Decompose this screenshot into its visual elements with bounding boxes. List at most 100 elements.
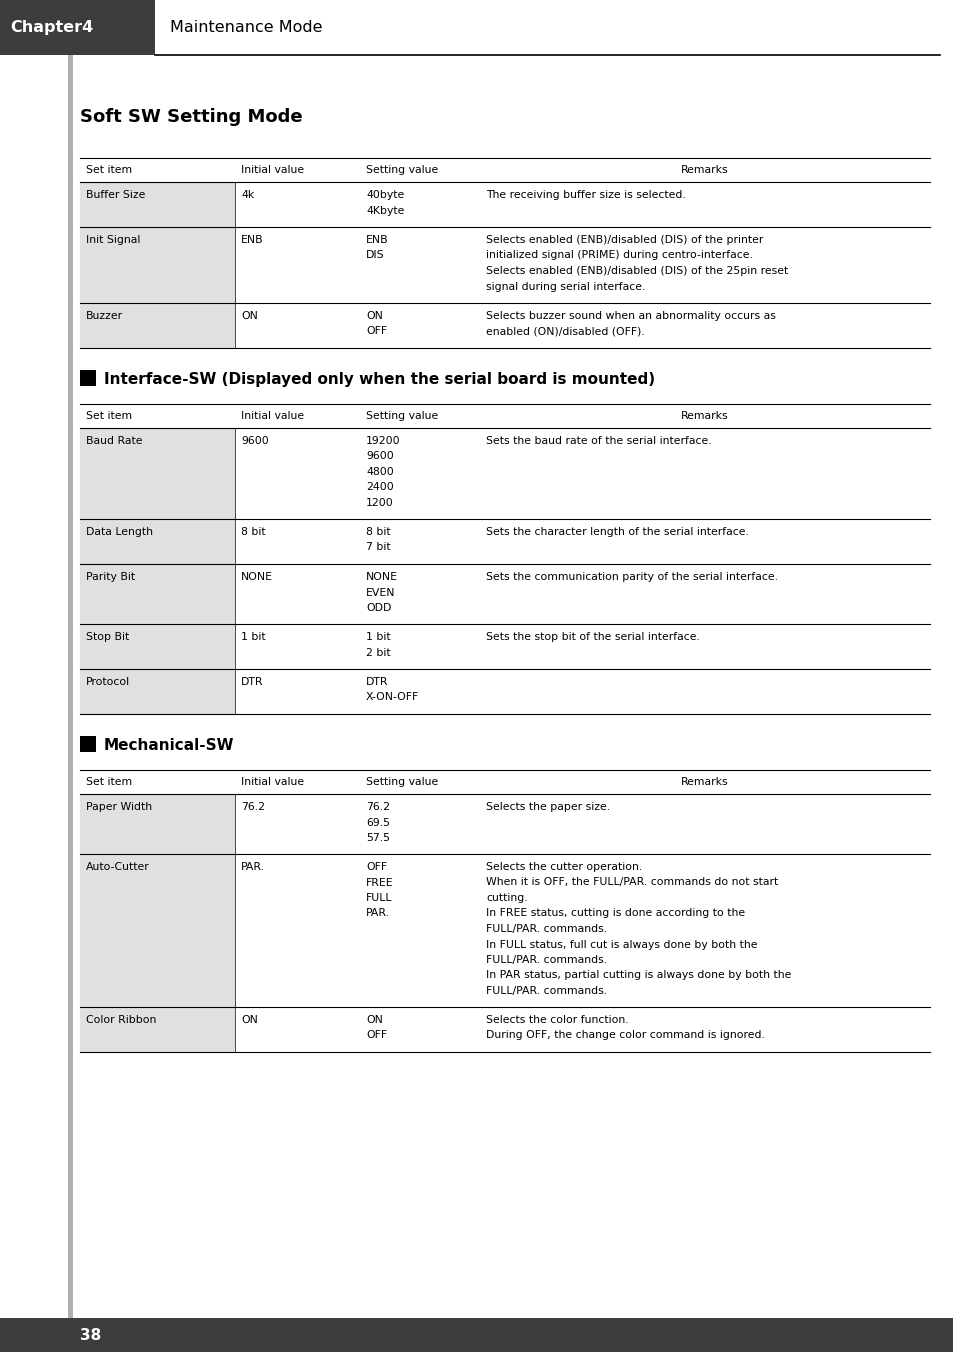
Text: Setting value: Setting value: [366, 165, 437, 174]
Bar: [154, 0, 953, 55]
Text: 4800: 4800: [366, 466, 394, 477]
Text: ENB: ENB: [241, 235, 263, 245]
Bar: [80, 669, 234, 714]
Text: FULL: FULL: [366, 894, 392, 903]
Text: initialized signal (PRIME) during centro-interface.: initialized signal (PRIME) during centro…: [485, 250, 752, 261]
Text: 1 bit: 1 bit: [366, 631, 390, 642]
Text: Setting value: Setting value: [366, 411, 437, 420]
Bar: [80, 303, 234, 347]
Text: 8 bit: 8 bit: [241, 527, 265, 537]
Text: Selects enabled (ENB)/disabled (DIS) of the 25pin reset: Selects enabled (ENB)/disabled (DIS) of …: [485, 266, 787, 276]
Bar: [80, 625, 234, 669]
Text: OFF: OFF: [366, 1030, 387, 1041]
Text: Interface-SW (Displayed only when the serial board is mounted): Interface-SW (Displayed only when the se…: [104, 372, 655, 387]
Text: Maintenance Mode: Maintenance Mode: [170, 20, 322, 35]
Text: Auto-Cutter: Auto-Cutter: [86, 863, 150, 872]
Text: 9600: 9600: [241, 435, 269, 446]
Text: In FREE status, cutting is done according to the: In FREE status, cutting is done accordin…: [485, 909, 744, 918]
Bar: [234, 227, 929, 303]
Text: 4Kbyte: 4Kbyte: [366, 206, 404, 215]
Text: ON: ON: [366, 1015, 382, 1025]
Text: 57.5: 57.5: [366, 833, 390, 844]
Text: DTR: DTR: [366, 677, 388, 687]
Text: Buzzer: Buzzer: [86, 311, 123, 320]
Text: Set item: Set item: [86, 411, 132, 420]
Text: 4k: 4k: [241, 191, 254, 200]
Text: During OFF, the change color command is ignored.: During OFF, the change color command is …: [485, 1030, 764, 1041]
Bar: [234, 303, 929, 347]
Bar: [234, 519, 929, 564]
Text: DIS: DIS: [366, 250, 384, 261]
Bar: [234, 669, 929, 714]
Bar: [234, 794, 929, 854]
Text: 1200: 1200: [366, 498, 394, 508]
Text: 9600: 9600: [366, 452, 394, 461]
Bar: [80, 735, 96, 752]
Text: 2400: 2400: [366, 483, 394, 492]
Text: Paper Width: Paper Width: [86, 802, 152, 813]
Text: Sets the communication parity of the serial interface.: Sets the communication parity of the ser…: [485, 572, 778, 581]
Bar: [80, 564, 234, 625]
Bar: [234, 625, 929, 669]
Text: When it is OFF, the FULL/PAR. commands do not start: When it is OFF, the FULL/PAR. commands d…: [485, 877, 778, 887]
Text: Stop Bit: Stop Bit: [86, 631, 129, 642]
Text: ODD: ODD: [366, 603, 391, 612]
Text: Sets the character length of the serial interface.: Sets the character length of the serial …: [485, 527, 748, 537]
Text: Remarks: Remarks: [680, 165, 728, 174]
Text: Set item: Set item: [86, 165, 132, 174]
Bar: [80, 1007, 234, 1052]
Bar: [234, 854, 929, 1007]
Text: PAR.: PAR.: [241, 863, 265, 872]
Text: enabled (ON)/disabled (OFF).: enabled (ON)/disabled (OFF).: [485, 326, 644, 337]
Text: Set item: Set item: [86, 777, 132, 787]
Text: Selects the paper size.: Selects the paper size.: [485, 802, 610, 813]
Text: ON: ON: [366, 311, 382, 320]
Text: signal during serial interface.: signal during serial interface.: [485, 281, 644, 292]
Text: ON: ON: [241, 311, 257, 320]
Text: FULL/PAR. commands.: FULL/PAR. commands.: [485, 923, 606, 934]
Text: 40byte: 40byte: [366, 191, 404, 200]
Text: 76.2: 76.2: [241, 802, 265, 813]
Bar: [234, 1007, 929, 1052]
Text: 76.2: 76.2: [366, 802, 390, 813]
Bar: [80, 854, 234, 1007]
Text: X-ON-OFF: X-ON-OFF: [366, 692, 418, 703]
Text: Initial value: Initial value: [241, 777, 304, 787]
Text: Selects enabled (ENB)/disabled (DIS) of the printer: Selects enabled (ENB)/disabled (DIS) of …: [485, 235, 762, 245]
Bar: [80, 370, 96, 387]
Text: EVEN: EVEN: [366, 588, 395, 598]
Bar: [80, 183, 234, 227]
Bar: [80, 404, 929, 429]
Text: Init Signal: Init Signal: [86, 235, 140, 245]
Text: OFF: OFF: [366, 863, 387, 872]
Text: In PAR status, partial cutting is always done by both the: In PAR status, partial cutting is always…: [485, 971, 791, 980]
Bar: [234, 183, 929, 227]
Bar: [80, 158, 929, 183]
Text: 38: 38: [80, 1328, 101, 1343]
Text: 1 bit: 1 bit: [241, 631, 265, 642]
Text: Data Length: Data Length: [86, 527, 152, 537]
Bar: [80, 429, 234, 519]
Bar: [80, 794, 234, 854]
Text: Sets the baud rate of the serial interface.: Sets the baud rate of the serial interfa…: [485, 435, 711, 446]
Bar: [0, 1318, 953, 1352]
Text: 2 bit: 2 bit: [366, 648, 390, 657]
Text: ENB: ENB: [366, 235, 388, 245]
Text: Initial value: Initial value: [241, 165, 304, 174]
Text: Setting value: Setting value: [366, 777, 437, 787]
Text: Remarks: Remarks: [680, 411, 728, 420]
Text: Soft SW Setting Mode: Soft SW Setting Mode: [80, 108, 302, 126]
Bar: [234, 564, 929, 625]
Text: 69.5: 69.5: [366, 818, 390, 827]
Text: Color Ribbon: Color Ribbon: [86, 1015, 156, 1025]
Text: The receiving buffer size is selected.: The receiving buffer size is selected.: [485, 191, 685, 200]
Bar: [234, 429, 929, 519]
Text: Chapter4: Chapter4: [10, 20, 93, 35]
Text: Initial value: Initial value: [241, 411, 304, 420]
Bar: [0, 0, 154, 55]
Text: ON: ON: [241, 1015, 257, 1025]
Text: 8 bit: 8 bit: [366, 527, 390, 537]
Text: FULL/PAR. commands.: FULL/PAR. commands.: [485, 955, 606, 965]
Text: 19200: 19200: [366, 435, 400, 446]
Text: Selects buzzer sound when an abnormality occurs as: Selects buzzer sound when an abnormality…: [485, 311, 775, 320]
